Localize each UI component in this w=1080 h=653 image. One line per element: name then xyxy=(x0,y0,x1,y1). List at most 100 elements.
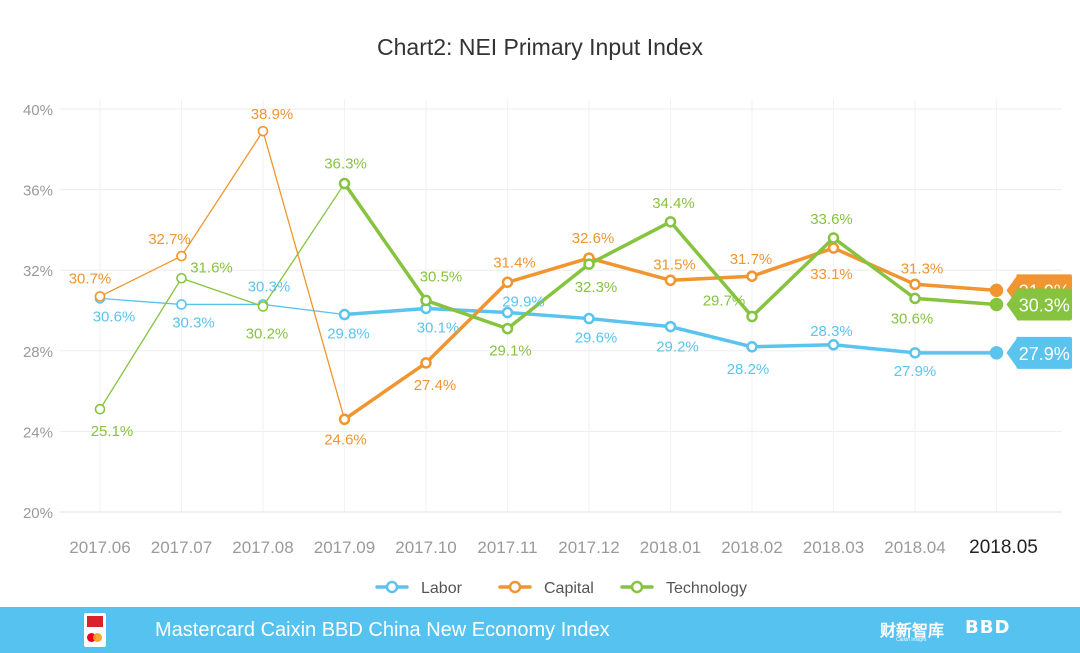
series-labor-point xyxy=(501,306,514,319)
series-technology-data-label: 25.1% xyxy=(91,423,134,440)
series-capital-segment xyxy=(913,282,999,293)
x-tick-label: 2017.08 xyxy=(232,538,293,557)
series-capital-point xyxy=(338,413,351,426)
series-capital-point xyxy=(420,357,432,369)
x-tick-label: 2017.06 xyxy=(69,538,130,557)
series-capital-segment xyxy=(342,361,428,422)
series-labor-point xyxy=(176,299,187,310)
series-technology-segment xyxy=(180,277,264,308)
series-capital-point xyxy=(827,242,840,254)
series-technology-segment xyxy=(750,236,836,319)
series-technology-point xyxy=(583,258,595,270)
series-capital-segment xyxy=(668,274,754,283)
series-labor-data-label: 27.9% xyxy=(894,363,937,380)
x-tick-label: 2018.04 xyxy=(884,538,945,557)
series-capital-segment xyxy=(587,256,673,283)
series-labor-data-label: 30.3% xyxy=(248,278,291,295)
x-tick-label: 2017.09 xyxy=(314,538,375,557)
series-technology-point xyxy=(989,297,1004,312)
series-labor-data-label: 29.6% xyxy=(575,330,618,347)
series-technology-point xyxy=(94,403,106,415)
series-technology-point xyxy=(746,310,758,323)
series-capital-data-label: 31.7% xyxy=(730,251,773,268)
series-capital-segment xyxy=(180,130,264,257)
series-labor-point xyxy=(989,346,1004,360)
x-tick-label: 2018.03 xyxy=(803,538,864,557)
series-labor-segment xyxy=(750,343,836,349)
series-labor-data-label: 29.8% xyxy=(327,326,370,343)
series-capital-data-label: 32.6% xyxy=(572,230,615,247)
series-technology-segment xyxy=(505,262,591,331)
series-technology-segment xyxy=(99,277,183,410)
series-labor-data-label: 29.9% xyxy=(502,294,545,311)
series-capital-data-label: 31.5% xyxy=(653,256,696,273)
series-capital-data-label: 31.4% xyxy=(493,254,536,271)
series-labor-segment xyxy=(668,324,754,349)
series-capital-segment xyxy=(505,256,591,285)
y-tick-label: 28% xyxy=(23,344,53,361)
series-technology-point xyxy=(827,232,840,244)
series-labor-segment xyxy=(262,303,346,316)
legend-marker xyxy=(630,580,644,594)
caixin-insight-logo: 财新智库 xyxy=(880,621,945,640)
legend[interactable]: Labor Capital Technology xyxy=(375,580,747,597)
series-labor-point xyxy=(909,347,921,359)
series-technology-point xyxy=(664,216,677,228)
series-technology-segment xyxy=(342,181,428,303)
legend-item-capital[interactable]: Capital xyxy=(498,580,594,597)
series-labor-point xyxy=(583,312,595,325)
series-technology-end-value: 30.3% xyxy=(1019,295,1070,315)
series-capital-data-label: 30.7% xyxy=(69,270,112,287)
series-capital-point xyxy=(909,278,921,291)
series-technology-segment xyxy=(668,220,754,319)
series-labor-point xyxy=(338,308,351,321)
series-technology-segment xyxy=(587,220,673,266)
series-technology-segment xyxy=(831,236,917,301)
series-technology-end-tag xyxy=(1006,288,1072,321)
caixin-insight-subtitle: Caixin Insight xyxy=(896,637,927,643)
series-technology-segment xyxy=(913,296,999,307)
series-labor-data-label: 30.1% xyxy=(417,319,460,336)
series-capital-point xyxy=(746,270,758,282)
series-labor-data-label: 28.2% xyxy=(727,361,770,378)
series-labor-point xyxy=(827,339,840,351)
series-technology-data-label: 36.3% xyxy=(324,156,367,173)
x-tick-label: 2017.12 xyxy=(558,538,619,557)
x-tick-label: 2018.05 xyxy=(969,537,1038,558)
y-tick-label: 40% xyxy=(23,102,53,119)
legend-marker xyxy=(508,580,522,594)
footer-title: Mastercard Caixin BBD China New Economy … xyxy=(155,619,610,641)
series-labor-segment xyxy=(342,306,428,317)
series-capital-segment xyxy=(262,130,346,420)
legend-item-labor[interactable]: Labor xyxy=(375,580,463,597)
series-capital-data-label: 27.4% xyxy=(414,377,457,394)
series-technology-data-label: 32.3% xyxy=(575,279,618,296)
series-capital-data-label: 38.9% xyxy=(251,106,294,123)
series-labels: 30.6% 30.3% 30.3% 29.8% 30.1% 29.9% 29.6% 29.2%… xyxy=(69,106,944,448)
series-technology-segment xyxy=(262,182,346,308)
bbd-logo: BBD xyxy=(965,617,1011,638)
legend-item-technology[interactable]: Technology xyxy=(620,580,747,597)
series-technology-point xyxy=(501,322,514,335)
series-capital-point xyxy=(257,125,269,137)
series-technology-data-label: 31.6% xyxy=(190,259,233,276)
legend-label: Technology xyxy=(666,580,747,597)
end-value-tags: 27.9%31.0%30.3% xyxy=(1006,274,1072,369)
series-technology-segment xyxy=(424,298,510,331)
series-labor-data-label: 30.6% xyxy=(93,308,136,325)
series-labor-end-value: 27.9% xyxy=(1019,344,1070,364)
series-technology-data-label: 29.1% xyxy=(489,343,532,360)
y-axis: 20% 24% 28% 32% 36% 40% xyxy=(23,102,53,522)
footer-bar: Mastercard Caixin BBD China New Economy … xyxy=(0,607,1080,653)
series-capital-data-label: 31.3% xyxy=(901,260,944,277)
y-tick-label: 20% xyxy=(23,505,53,522)
series-capital-segment xyxy=(99,255,183,298)
series-technology-point xyxy=(176,272,187,284)
x-tick-label: 2017.07 xyxy=(151,538,212,557)
chart-title: Chart2: NEI Primary Input Index xyxy=(377,34,703,60)
series-technology-point xyxy=(909,292,921,305)
series-labor-segment xyxy=(831,343,917,355)
series-labor-data-label: 29.2% xyxy=(656,339,699,356)
series-lines xyxy=(94,125,1004,426)
series-labor-end-tag xyxy=(1006,336,1072,369)
